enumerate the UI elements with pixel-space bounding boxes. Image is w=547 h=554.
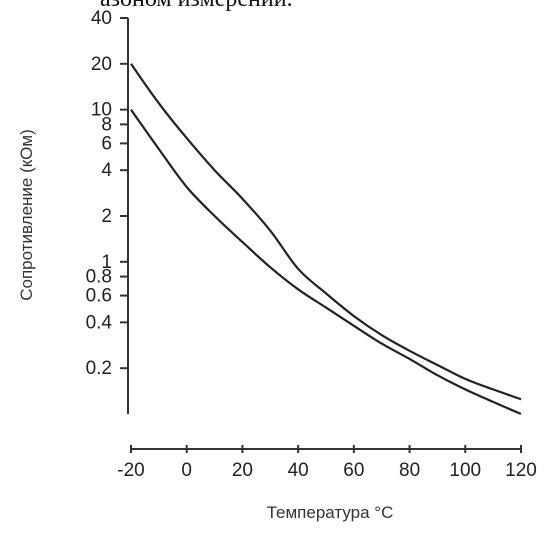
y-tick-label: 1 — [101, 252, 112, 273]
x-tick-label: 60 — [343, 460, 364, 481]
y-tick-label: 2 — [101, 206, 112, 227]
y-axis-label: Сопротивление (кОм) — [17, 129, 36, 301]
x-tick-label: 80 — [399, 460, 420, 481]
y-tick-label: 0.2 — [86, 358, 112, 379]
x-tick-label: 20 — [232, 460, 253, 481]
x-tick-label: 40 — [288, 460, 309, 481]
y-tick-label: 0.4 — [86, 312, 113, 333]
x-tick-label: -20 — [117, 460, 144, 481]
y-tick-label: 10 — [91, 100, 112, 121]
y-tick-label: 4 — [101, 160, 112, 181]
series-group — [130, 63, 522, 416]
x-tick-label: 120 — [505, 460, 537, 481]
series-lower-curve — [130, 108, 522, 416]
series-upper-curve — [130, 63, 522, 401]
y-tick-label: 0.6 — [86, 286, 112, 307]
y-tick-label: 20 — [91, 54, 112, 75]
x-axis-label: Температура °C — [267, 503, 394, 522]
y-tick-label: 8 — [101, 114, 112, 135]
x-tick-label: 100 — [449, 460, 481, 481]
header-text: азоном измерений. — [100, 0, 293, 13]
x-tick-label: 0 — [181, 460, 192, 481]
axes — [127, 18, 521, 450]
y-tick-label: 6 — [101, 133, 112, 154]
y-tick-label: 40 — [91, 8, 112, 29]
tick-marks — [120, 17, 522, 453]
y-tick-label: 0.8 — [86, 267, 112, 288]
